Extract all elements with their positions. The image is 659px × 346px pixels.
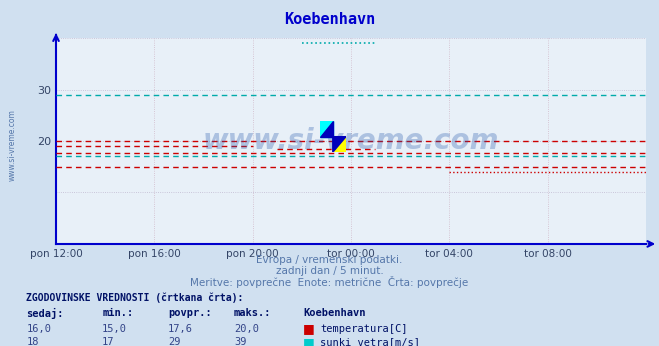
Text: 15,0: 15,0 (102, 324, 127, 334)
Text: sedaj:: sedaj: (26, 308, 64, 319)
Text: www.si-vreme.com: www.si-vreme.com (8, 109, 17, 181)
Text: ■: ■ (303, 336, 315, 346)
Polygon shape (320, 121, 333, 137)
Text: 20,0: 20,0 (234, 324, 259, 334)
Text: 29: 29 (168, 337, 181, 346)
Text: 17: 17 (102, 337, 115, 346)
Text: ZGODOVINSKE VREDNOSTI (črtkana črta):: ZGODOVINSKE VREDNOSTI (črtkana črta): (26, 292, 244, 303)
Polygon shape (320, 121, 333, 137)
Text: sunki vetra[m/s]: sunki vetra[m/s] (320, 337, 420, 346)
Text: ■: ■ (303, 322, 315, 336)
Text: Meritve: povprečne  Enote: metrične  Črta: povprečje: Meritve: povprečne Enote: metrične Črta:… (190, 276, 469, 288)
Text: maks.:: maks.: (234, 308, 272, 318)
Text: temperatura[C]: temperatura[C] (320, 324, 408, 334)
Text: povpr.:: povpr.: (168, 308, 212, 318)
Text: zadnji dan / 5 minut.: zadnji dan / 5 minut. (275, 266, 384, 276)
Text: 39: 39 (234, 337, 246, 346)
Polygon shape (333, 137, 346, 152)
Polygon shape (333, 137, 346, 152)
Text: 16,0: 16,0 (26, 324, 51, 334)
Text: Evropa / vremenski podatki.: Evropa / vremenski podatki. (256, 255, 403, 265)
Text: 18: 18 (26, 337, 39, 346)
Text: min.:: min.: (102, 308, 133, 318)
Text: Koebenhavn: Koebenhavn (303, 308, 366, 318)
Text: www.si-vreme.com: www.si-vreme.com (203, 127, 499, 155)
Text: 17,6: 17,6 (168, 324, 193, 334)
Text: Koebenhavn: Koebenhavn (284, 12, 375, 27)
